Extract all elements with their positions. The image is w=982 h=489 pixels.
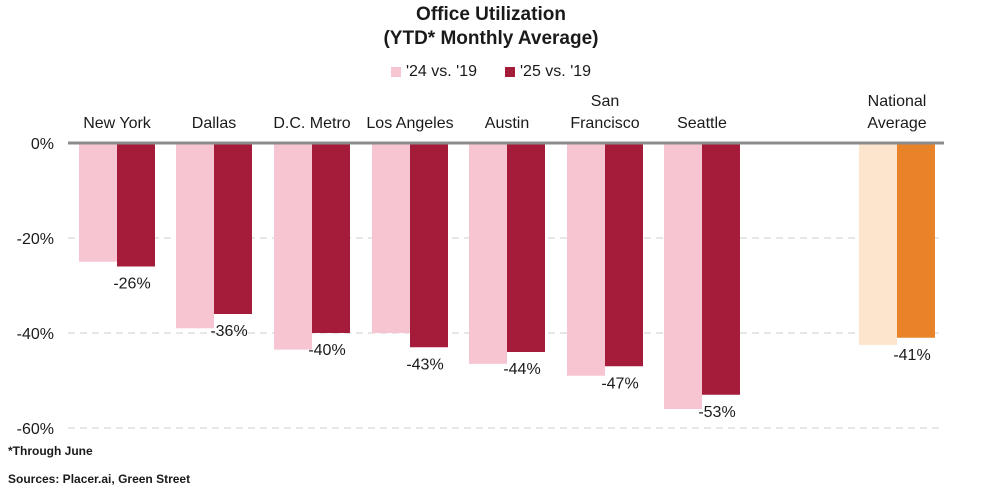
bar-24 — [567, 143, 605, 376]
category-label: Los Angeles — [366, 115, 453, 132]
bar-25 — [507, 143, 545, 352]
data-label: -41% — [893, 347, 930, 364]
bar-25 — [702, 143, 740, 395]
category-label: Dallas — [192, 115, 236, 132]
legend-label-24: '24 vs. '19 — [405, 63, 477, 80]
bar-25 — [312, 143, 350, 333]
legend-item-25: '25 vs. '19 — [505, 63, 591, 81]
bar-25 — [605, 143, 643, 367]
bar-24 — [859, 143, 897, 345]
data-label: -44% — [503, 361, 540, 378]
data-label: -36% — [210, 323, 247, 340]
category-label: National — [868, 93, 927, 110]
footnote: *Through June — [8, 444, 93, 458]
y-tick-label: -20% — [17, 231, 54, 248]
bar-24 — [176, 143, 214, 329]
bar-25 — [897, 143, 935, 338]
bar-24 — [469, 143, 507, 364]
bar-24 — [79, 143, 117, 262]
category-label: Austin — [485, 115, 529, 132]
category-label: D.C. Metro — [273, 115, 350, 132]
data-label: -53% — [698, 404, 735, 421]
legend-item-24: '24 vs. '19 — [390, 63, 477, 81]
bar-24 — [664, 143, 702, 409]
y-tick-label: 0% — [31, 136, 54, 153]
y-tick-label: -40% — [17, 326, 54, 343]
chart-subtitle: (YTD* Monthly Average) — [383, 28, 599, 49]
data-label: -43% — [406, 356, 443, 373]
legend-swatch-24 — [390, 67, 401, 77]
category-label: Average — [867, 115, 926, 132]
source-note: Sources: Placer.ai, Green Street — [8, 472, 191, 486]
bar-25 — [117, 143, 155, 267]
bar-24 — [372, 143, 410, 333]
category-label: New York — [83, 115, 152, 132]
legend-swatch-25 — [505, 67, 515, 77]
bar-25 — [410, 143, 448, 348]
category-label: Seattle — [677, 115, 727, 132]
legend-label-25: '25 vs. '19 — [520, 63, 592, 80]
data-label: -26% — [113, 276, 150, 293]
chart-title: Office Utilization — [416, 4, 566, 25]
category-label: San — [591, 93, 619, 110]
y-tick-label: -60% — [17, 421, 54, 438]
data-label: -40% — [308, 342, 345, 359]
category-label: Francisco — [570, 115, 639, 132]
legend: '24 vs. '19 '25 vs. '19 — [0, 63, 982, 81]
data-label: -47% — [601, 375, 638, 392]
bar-24 — [274, 143, 312, 350]
bar-25 — [214, 143, 252, 314]
